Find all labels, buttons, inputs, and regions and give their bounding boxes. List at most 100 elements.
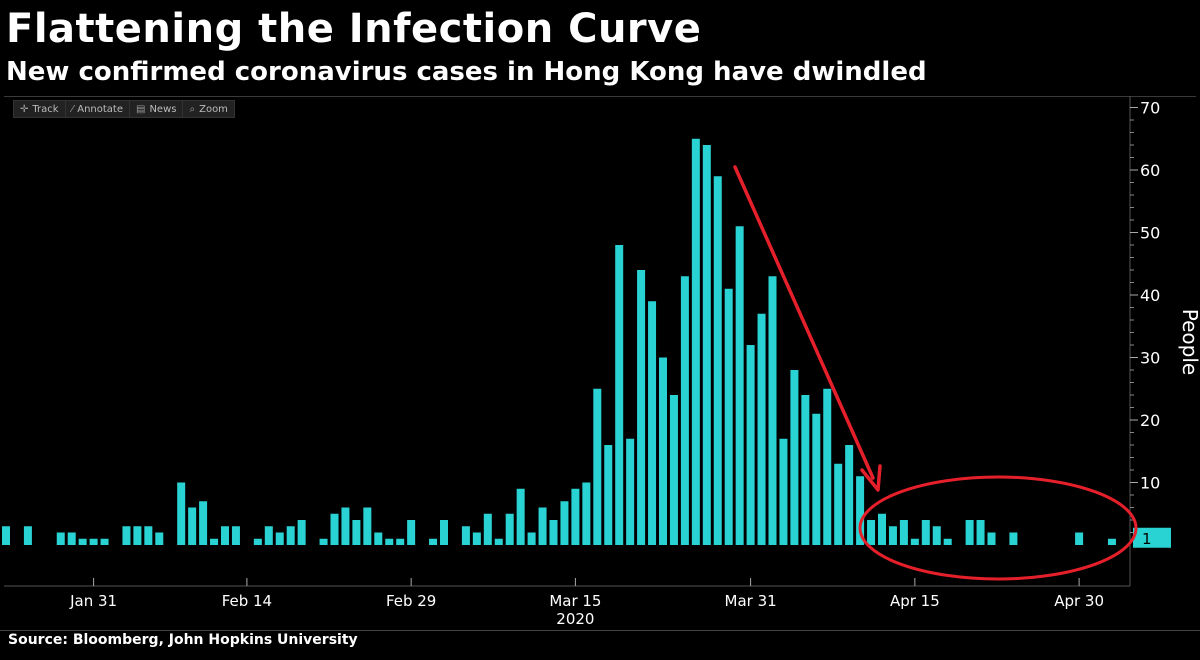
bar [144, 526, 153, 545]
bar [724, 288, 733, 545]
bar [560, 501, 569, 545]
bar [341, 507, 350, 545]
y-tick-label: 30 [1140, 349, 1160, 368]
news-label: News [149, 103, 177, 115]
bar [253, 538, 262, 545]
bar [659, 357, 667, 545]
bar [910, 538, 919, 545]
bar [691, 138, 700, 545]
bar [461, 526, 470, 545]
bar [582, 482, 591, 545]
bar [932, 526, 941, 545]
bar [319, 538, 328, 545]
y-tick-label: 40 [1140, 286, 1160, 305]
bar [823, 388, 832, 545]
x-tick-label: Jan 31 [69, 592, 117, 610]
bar [899, 520, 908, 545]
x-tick-label: Feb 14 [222, 592, 272, 610]
bar [615, 245, 624, 545]
bar [801, 395, 810, 545]
track-button[interactable]: ✛ Track [14, 101, 66, 117]
bar [264, 526, 273, 545]
bar [177, 482, 186, 545]
bar [297, 520, 306, 545]
bar [604, 445, 613, 545]
x-tick-label: Feb 29 [386, 592, 436, 610]
bar [363, 507, 372, 545]
bar [221, 526, 229, 545]
y-tick-label: 60 [1140, 161, 1160, 180]
bar [122, 526, 131, 545]
bar [330, 513, 339, 545]
bar [472, 532, 481, 545]
news-button[interactable]: ▤ News [130, 101, 184, 117]
bar [155, 532, 164, 545]
y-tick-label: 70 [1140, 99, 1160, 118]
bar [790, 370, 799, 545]
y-tick-label: 10 [1140, 474, 1160, 493]
track-label: Track [32, 103, 59, 115]
bar [921, 520, 930, 545]
trend-arrowhead [860, 464, 882, 492]
bar [231, 526, 240, 545]
x-tick-label: Apr 15 [890, 592, 940, 610]
bar [888, 526, 897, 545]
crosshair-icon: ✛ [20, 103, 29, 115]
bar [352, 520, 361, 545]
chart-toolbar: ✛ Track ⁄ Annotate ▤ News ⌕ Zoom [13, 100, 235, 118]
source-text: Source: Bloomberg, John Hopkins Universi… [8, 632, 358, 648]
bar [429, 538, 438, 545]
bar [878, 513, 886, 545]
y-tick-label: 20 [1140, 411, 1160, 430]
bar [976, 520, 985, 545]
bar [1075, 532, 1084, 545]
zoom-button[interactable]: ⌕ Zoom [183, 101, 233, 117]
pencil-icon: ⁄ [71, 103, 74, 115]
bar [286, 526, 295, 545]
bar [56, 532, 65, 545]
x-tick-label: Apr 30 [1054, 592, 1104, 610]
x-tick-label: Mar 31 [725, 592, 777, 610]
chart-title: Flattening the Infection Curve [6, 6, 702, 52]
x-year-label: 2020 [556, 610, 594, 628]
bar [483, 513, 492, 545]
bar [845, 445, 854, 545]
highlight-ellipse [858, 475, 1138, 581]
y-axis-label: People [1178, 309, 1200, 375]
bar [637, 270, 646, 545]
bar [407, 520, 416, 545]
bar [812, 413, 821, 545]
bar [856, 476, 865, 545]
bar [713, 176, 722, 545]
bar [275, 532, 284, 545]
y-tick-label: 50 [1140, 224, 1160, 243]
annotate-button[interactable]: ⁄ Annotate [66, 101, 130, 117]
x-tick-label: Mar 15 [549, 592, 601, 610]
source-footer: Source: Bloomberg, John Hopkins Universi… [0, 630, 1200, 660]
bar [527, 532, 536, 545]
bar [396, 538, 405, 545]
magnifier-icon: ⌕ [189, 103, 196, 115]
bar [593, 388, 602, 545]
bar [505, 513, 514, 545]
trend-arrow [733, 165, 875, 480]
bar [100, 538, 109, 545]
last-value-label: 1 [1142, 530, 1152, 548]
bar [210, 538, 219, 545]
bar [188, 507, 197, 545]
bar [987, 532, 996, 545]
last-value-marker [1133, 527, 1171, 548]
bar [965, 520, 974, 545]
bar [680, 276, 689, 545]
bar [669, 395, 678, 545]
bar [943, 538, 952, 545]
bar [538, 507, 547, 545]
bar [549, 520, 558, 545]
bar [702, 145, 711, 545]
bar [199, 501, 208, 545]
bar [735, 226, 744, 545]
bar [440, 520, 448, 545]
bar [133, 526, 142, 545]
bar [516, 488, 525, 545]
